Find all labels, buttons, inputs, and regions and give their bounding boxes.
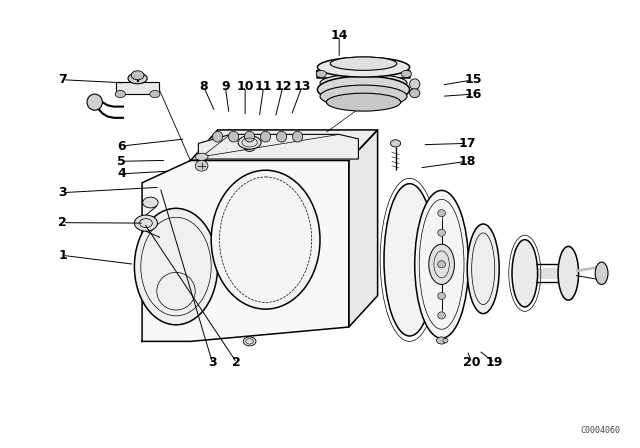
Ellipse shape bbox=[443, 338, 448, 343]
Polygon shape bbox=[317, 71, 410, 78]
Ellipse shape bbox=[512, 240, 538, 307]
Ellipse shape bbox=[438, 229, 445, 236]
Ellipse shape bbox=[134, 208, 218, 325]
Ellipse shape bbox=[330, 57, 397, 70]
Ellipse shape bbox=[143, 197, 158, 208]
Ellipse shape bbox=[131, 71, 144, 80]
Ellipse shape bbox=[238, 136, 261, 149]
Polygon shape bbox=[349, 130, 378, 327]
Text: 9: 9 bbox=[221, 80, 230, 93]
Ellipse shape bbox=[87, 94, 102, 110]
Polygon shape bbox=[191, 130, 378, 160]
Ellipse shape bbox=[595, 262, 608, 284]
Ellipse shape bbox=[326, 93, 401, 111]
Ellipse shape bbox=[195, 160, 208, 171]
Ellipse shape bbox=[128, 73, 147, 84]
Ellipse shape bbox=[410, 89, 420, 98]
Text: 15: 15 bbox=[465, 73, 483, 86]
Ellipse shape bbox=[228, 131, 239, 142]
Text: 17: 17 bbox=[458, 137, 476, 150]
Text: 13: 13 bbox=[293, 80, 311, 93]
Ellipse shape bbox=[436, 337, 447, 344]
Polygon shape bbox=[116, 82, 159, 94]
Text: 2: 2 bbox=[232, 356, 241, 370]
Ellipse shape bbox=[150, 90, 160, 98]
Text: 18: 18 bbox=[458, 155, 476, 168]
Ellipse shape bbox=[244, 131, 255, 142]
Text: 12: 12 bbox=[274, 80, 292, 93]
Ellipse shape bbox=[384, 184, 435, 336]
Text: 19: 19 bbox=[486, 356, 504, 370]
Polygon shape bbox=[142, 160, 349, 341]
Text: 20: 20 bbox=[463, 356, 481, 370]
Text: 3: 3 bbox=[58, 186, 67, 199]
Ellipse shape bbox=[320, 85, 407, 108]
Ellipse shape bbox=[243, 337, 256, 346]
Ellipse shape bbox=[429, 244, 454, 284]
Text: 3: 3 bbox=[208, 356, 217, 370]
Text: 7: 7 bbox=[58, 73, 67, 86]
Ellipse shape bbox=[401, 70, 412, 78]
Text: 11: 11 bbox=[255, 80, 273, 93]
Ellipse shape bbox=[320, 74, 407, 92]
Ellipse shape bbox=[212, 131, 223, 142]
Ellipse shape bbox=[260, 131, 271, 142]
Text: 1: 1 bbox=[58, 249, 67, 262]
Ellipse shape bbox=[415, 190, 468, 338]
Text: C0004060: C0004060 bbox=[581, 426, 621, 435]
Text: 8: 8 bbox=[199, 80, 208, 93]
Text: 2: 2 bbox=[58, 216, 67, 229]
Polygon shape bbox=[198, 134, 358, 159]
Ellipse shape bbox=[438, 312, 445, 319]
Text: 14: 14 bbox=[330, 29, 348, 43]
Ellipse shape bbox=[438, 261, 445, 268]
Text: 16: 16 bbox=[465, 87, 483, 101]
Text: 5: 5 bbox=[117, 155, 126, 168]
Ellipse shape bbox=[276, 131, 287, 142]
Ellipse shape bbox=[467, 224, 499, 314]
Ellipse shape bbox=[244, 144, 255, 151]
Ellipse shape bbox=[115, 90, 125, 98]
Ellipse shape bbox=[317, 76, 410, 103]
Ellipse shape bbox=[390, 140, 401, 147]
Ellipse shape bbox=[317, 57, 410, 77]
Ellipse shape bbox=[134, 215, 157, 231]
Ellipse shape bbox=[438, 210, 445, 217]
Text: 6: 6 bbox=[117, 139, 126, 153]
Text: 4: 4 bbox=[117, 167, 126, 181]
Text: 10: 10 bbox=[236, 80, 254, 93]
Ellipse shape bbox=[316, 70, 326, 78]
Ellipse shape bbox=[211, 170, 320, 309]
Ellipse shape bbox=[410, 79, 420, 90]
Ellipse shape bbox=[558, 246, 579, 300]
Ellipse shape bbox=[292, 131, 303, 142]
Ellipse shape bbox=[438, 293, 445, 300]
Ellipse shape bbox=[195, 153, 208, 160]
